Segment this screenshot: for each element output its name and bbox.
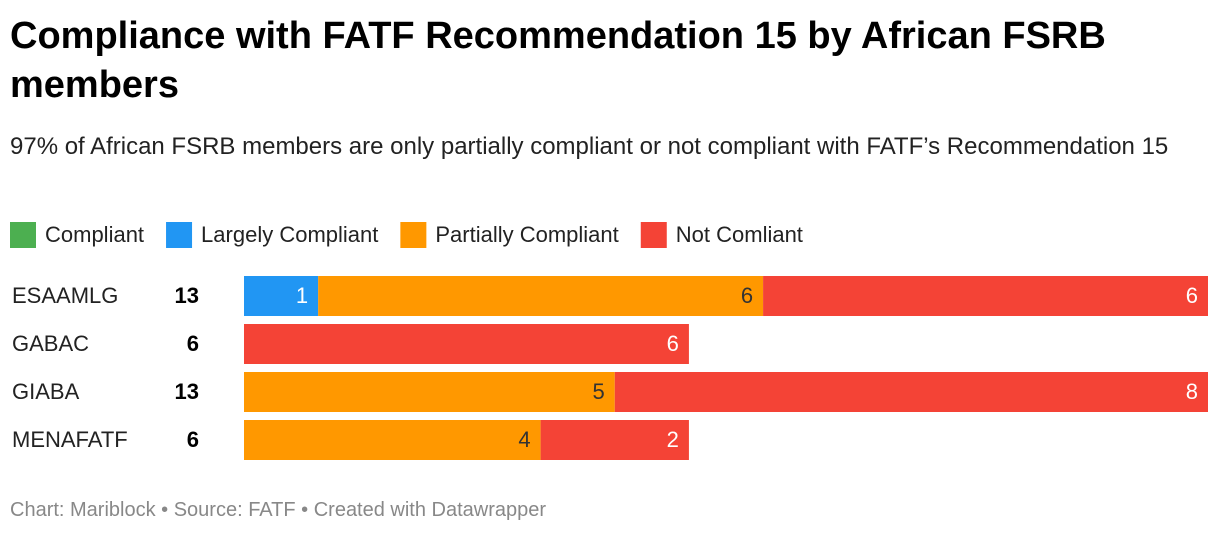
value-label: 6 [667, 331, 679, 356]
bar-segment [244, 372, 615, 412]
category-label: GIABA [12, 379, 80, 404]
bar-segment [318, 276, 764, 316]
legend-label: Compliant [45, 222, 144, 247]
legend-swatch [640, 222, 667, 248]
legend-label: Partially Compliant [435, 222, 618, 247]
value-label: 6 [741, 283, 753, 308]
bar-segment [244, 324, 689, 364]
total-label: 13 [175, 283, 199, 308]
value-label: 2 [667, 427, 679, 452]
chart-subtitle: 97% of African FSRB members are only par… [10, 133, 1169, 160]
value-label: 5 [593, 379, 605, 404]
total-label: 6 [187, 331, 199, 356]
legend-label: Largely Compliant [201, 222, 378, 247]
chart-footer: Chart: Mariblock • Source: FATF • Create… [10, 499, 547, 521]
bar-segment [763, 276, 1208, 316]
category-label: MENAFATF [12, 427, 128, 452]
value-label: 1 [296, 283, 308, 308]
total-label: 6 [187, 427, 199, 452]
category-label: GABAC [12, 331, 89, 356]
value-label: 8 [1186, 379, 1198, 404]
category-label: ESAAMLG [12, 283, 118, 308]
chart-title: Compliance with FATF Recommendation 15 b… [10, 15, 1106, 106]
value-label: 4 [518, 427, 530, 452]
legend-swatch [166, 222, 193, 248]
bar-segment [540, 420, 689, 460]
legend-swatch [400, 222, 427, 248]
bar-segment [244, 276, 319, 316]
legend-label: Not Comliant [676, 222, 803, 247]
value-label: 6 [1186, 283, 1198, 308]
bar-segment [614, 372, 1208, 412]
total-label: 13 [175, 379, 199, 404]
bar-segment [244, 420, 541, 460]
legend-swatch [10, 222, 36, 248]
